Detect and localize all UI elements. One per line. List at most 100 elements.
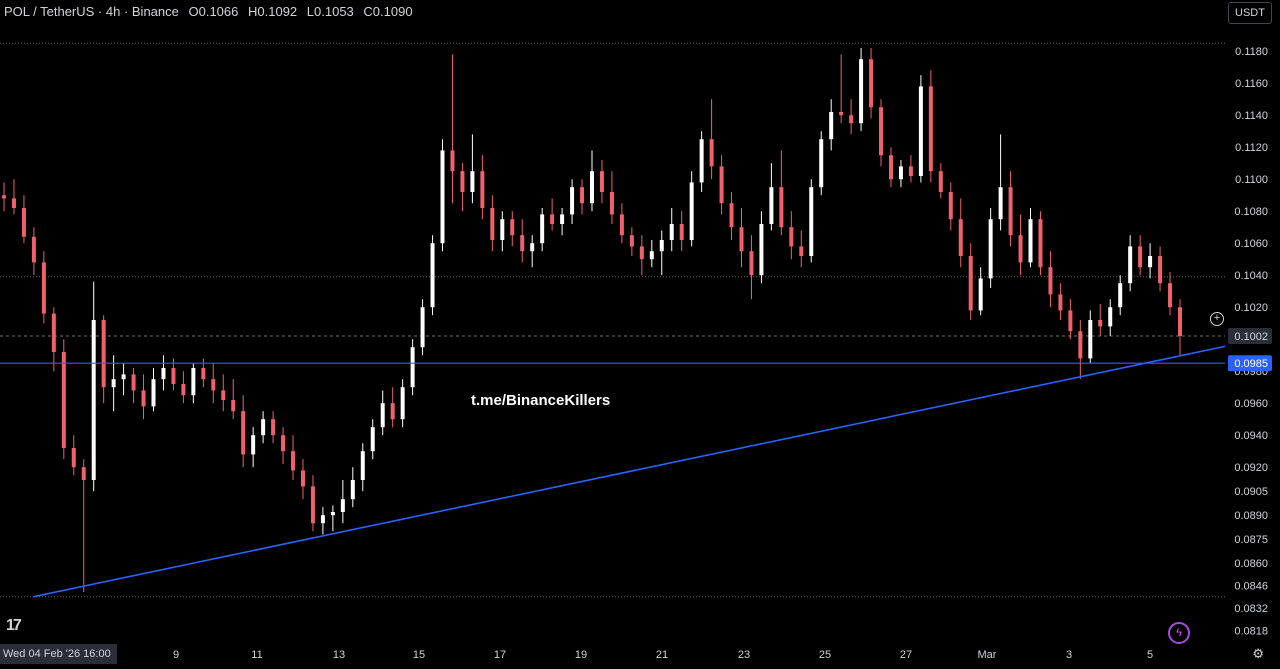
candle-body bbox=[510, 219, 515, 236]
tradingview-logo-icon[interactable]: 17 bbox=[6, 617, 22, 634]
candle-body bbox=[809, 187, 814, 256]
gear-icon[interactable]: ⚙ bbox=[1252, 646, 1264, 661]
price-tick-label: 0.0875 bbox=[1234, 534, 1268, 546]
price-tick-label: 0.0940 bbox=[1234, 430, 1268, 442]
lightning-icon[interactable]: ϟ bbox=[1168, 622, 1190, 644]
candle bbox=[370, 419, 375, 460]
ascending-trendline[interactable] bbox=[32, 345, 1226, 598]
candle-body bbox=[71, 448, 76, 468]
candle-body bbox=[310, 486, 315, 524]
candle bbox=[988, 208, 993, 288]
candle bbox=[938, 163, 943, 199]
candle bbox=[1038, 211, 1043, 276]
candle-body bbox=[141, 390, 146, 407]
candle-body bbox=[609, 192, 614, 215]
candle bbox=[1178, 299, 1182, 356]
candle bbox=[689, 171, 694, 247]
candle bbox=[141, 374, 146, 420]
candle bbox=[1158, 246, 1163, 292]
candle bbox=[699, 131, 704, 192]
candle bbox=[918, 75, 923, 183]
candles bbox=[2, 48, 1182, 592]
candle bbox=[1098, 304, 1103, 336]
candle bbox=[31, 227, 36, 276]
candle bbox=[41, 251, 46, 324]
candle-body bbox=[41, 262, 46, 314]
candle-body bbox=[540, 214, 545, 244]
candle-body bbox=[500, 219, 505, 240]
candle bbox=[91, 281, 96, 492]
time-tick-label: 3 bbox=[1066, 649, 1072, 661]
candle-body bbox=[211, 379, 216, 391]
time-axis[interactable]: 9 11 13 15 17 19 21 23 25 27 Mar 3 5 bbox=[173, 649, 1153, 661]
candle-body bbox=[639, 246, 644, 260]
candle bbox=[779, 150, 784, 236]
candle-body bbox=[998, 187, 1003, 220]
candle-body bbox=[669, 224, 674, 240]
price-tick-label: 0.1140 bbox=[1235, 110, 1268, 122]
candle bbox=[251, 427, 256, 468]
candle-body bbox=[181, 384, 186, 396]
price-tick-label: 0.1100 bbox=[1235, 174, 1268, 186]
candle bbox=[440, 139, 445, 252]
candle-body bbox=[231, 400, 236, 412]
candle bbox=[1128, 235, 1133, 292]
time-tick-label: 23 bbox=[738, 649, 750, 661]
price-tick-label: 0.0890 bbox=[1234, 510, 1268, 522]
price-tick-label: 0.0905 bbox=[1234, 486, 1268, 498]
candle bbox=[769, 163, 774, 231]
candle bbox=[380, 390, 385, 436]
candle bbox=[1088, 310, 1093, 364]
candle bbox=[510, 211, 515, 247]
candle-body bbox=[659, 240, 664, 252]
candle-body bbox=[888, 155, 893, 180]
candle bbox=[649, 240, 654, 268]
trendline-layer[interactable] bbox=[0, 345, 1226, 598]
time-tick-label: 25 bbox=[819, 649, 831, 661]
candle bbox=[550, 198, 555, 231]
candle bbox=[859, 48, 864, 132]
candle bbox=[829, 99, 834, 151]
candle bbox=[271, 411, 276, 444]
time-tick-label: 21 bbox=[656, 649, 668, 661]
candle bbox=[819, 131, 824, 196]
price-axis[interactable]: 0.12000.11800.11600.11400.11200.11000.10… bbox=[1228, 14, 1272, 637]
candle-body bbox=[171, 368, 176, 384]
candle-body bbox=[61, 352, 66, 448]
candle bbox=[799, 230, 804, 268]
candle-body bbox=[440, 150, 445, 244]
candle-body bbox=[908, 166, 913, 176]
candle-body bbox=[400, 387, 405, 420]
candle bbox=[1118, 275, 1123, 316]
candle-body bbox=[370, 427, 375, 452]
candle-body bbox=[729, 203, 734, 228]
candle-body bbox=[430, 243, 435, 308]
last-price-tag bbox=[1228, 328, 1272, 344]
candle-body bbox=[1018, 235, 1023, 263]
time-tick-label: 15 bbox=[413, 649, 425, 661]
candle bbox=[1168, 272, 1173, 316]
symbol-name[interactable]: POL / TetherUS · 4h · Binance bbox=[4, 4, 179, 19]
symbol-legend: POL / TetherUS · 4h · Binance O0.1066 H0… bbox=[4, 4, 413, 19]
candle-body bbox=[689, 182, 694, 240]
candle bbox=[729, 192, 734, 240]
currency-button[interactable]: USDT bbox=[1228, 2, 1272, 24]
candle-body bbox=[1158, 256, 1163, 284]
candle-body bbox=[958, 219, 963, 256]
candle bbox=[500, 211, 505, 252]
candle-body bbox=[719, 166, 724, 204]
candle bbox=[11, 179, 16, 215]
candle-body bbox=[918, 86, 923, 176]
candle-body bbox=[560, 214, 565, 224]
crosshair-date-tag: Wed 04 Feb '26 16:00 bbox=[0, 644, 117, 664]
candle bbox=[330, 505, 335, 532]
candle bbox=[51, 307, 56, 372]
candle-body bbox=[21, 208, 26, 237]
candle bbox=[400, 379, 405, 428]
plus-circle-icon[interactable]: + bbox=[1210, 312, 1224, 326]
price-tick-label: 0.0818 bbox=[1234, 625, 1268, 637]
candle-body bbox=[769, 187, 774, 224]
candle-body bbox=[1178, 307, 1182, 336]
candle bbox=[420, 299, 425, 356]
